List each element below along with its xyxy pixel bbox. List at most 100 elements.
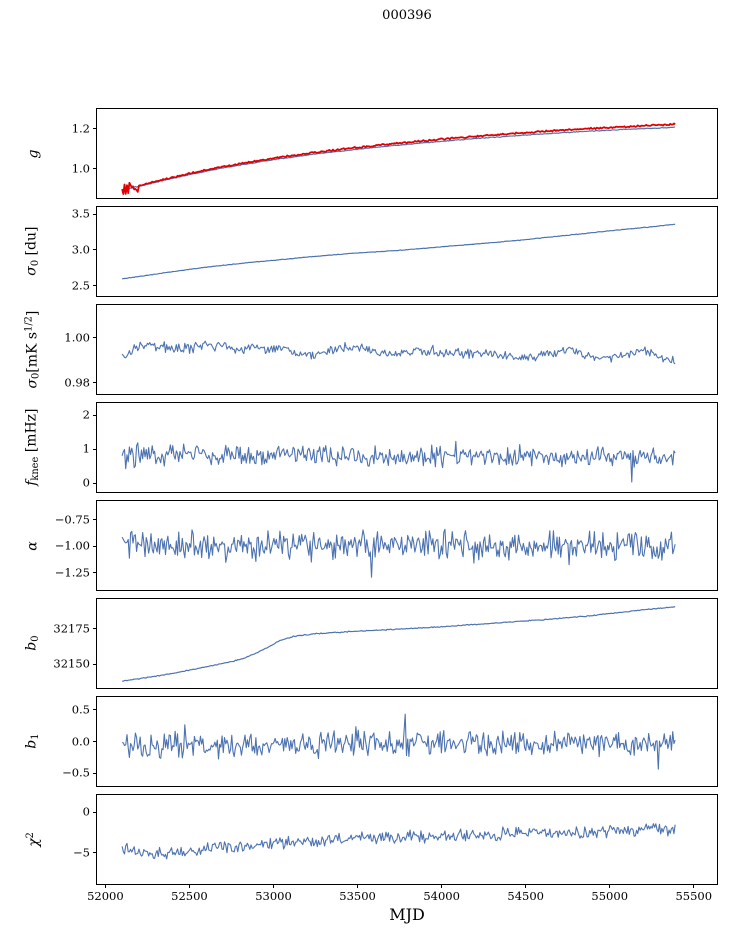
y-tick-label: 32175 [53,621,90,636]
y-axis-label-part: [du] [23,226,40,261]
panel-g: 1.0 1.2 g [25,108,718,199]
x-tick-label: 52000 [87,889,124,903]
y-tick-label: 1.2 [71,120,90,135]
y-axis-label-alpha: α [21,501,45,590]
y-tick-label: −1.00 [54,538,90,553]
y-tick [93,168,97,170]
series-alpha [121,528,676,578]
y-tick-label: 2 [82,407,90,422]
y-tick-label: −0.75 [54,511,90,526]
y-tick-label: 0 [82,475,90,490]
y-tick [93,628,97,630]
y-tick [93,213,97,215]
y-axis-label-part: b [23,642,40,652]
panel-b0: 32150 32175 b0 [24,598,718,689]
y-tick [93,811,97,813]
y-axis-label-part: σ [23,266,40,277]
y-axis-label-chi2: χ2 [21,795,45,884]
y-tick [93,382,97,384]
y-tick [93,772,97,774]
y-axis-label-part: 0 [30,635,42,643]
y-axis-label-part: f [23,480,40,487]
y-axis-label-part: g [25,149,41,158]
y-axis-label-b1: b1 [21,697,45,786]
y-tick [93,337,97,339]
y-axis-label-fknee: fknee [mHz] [21,403,45,492]
series-sigma0-du [121,223,676,280]
x-tick [609,884,611,888]
panel-chi2-plot [121,823,676,860]
y-axis-label-part: σ [24,378,41,389]
y-tick-label: 0 [82,804,90,819]
panel-b0-plot [122,605,676,682]
y-tick-label: 32150 [53,656,90,671]
y-axis-label-part: 1/2 [23,316,35,332]
y-tick-label: 2.5 [71,278,90,293]
panel-b1-plot [122,713,676,770]
y-tick-label: 1.00 [64,329,90,344]
y-axis-label-part: 0 [30,260,42,267]
y-axis-label-sigma0-mk: σ0[mK s1/2] [21,305,45,394]
y-tick [93,709,97,711]
x-tick-label: 53500 [339,889,376,903]
y-axis-label-part: [mK s [24,331,41,373]
y-tick-label: 0.5 [71,701,90,716]
x-tick-label: 54000 [423,889,460,903]
y-tick [93,482,97,484]
series-fknee [121,440,676,483]
x-tick [104,884,106,888]
y-axis-label-part: ] [24,310,41,317]
y-tick-label: 1.0 [71,161,90,176]
y-tick [93,448,97,450]
panel-chi2: −5 0 χ2 52000 52500 53000 53500 54000 54500 55000… [25,794,718,902]
panel-sigma0-du: 2.5 3.0 3.5 σ0 [du] [24,206,718,297]
y-axis-label-b0: b0 [21,599,45,688]
x-tick-label: 53000 [255,889,292,903]
y-axis-label-part: α [25,540,41,551]
series-g-smooth [121,126,676,192]
y-tick [93,572,97,574]
y-axis-label-part: χ [25,838,42,847]
y-tick-label: 3.5 [71,206,90,221]
y-tick [93,519,97,521]
panel-sigma0-mk-plot [121,340,676,365]
panel-alpha: −1.25 −1.00 −0.75 α [25,500,718,591]
x-tick [273,884,274,888]
panel-fknee-plot [121,440,676,483]
y-tick [93,285,97,287]
panel-g-plot [121,122,676,195]
x-tick [525,884,527,888]
series-b1 [122,713,676,770]
series-sigma0-mk [121,340,676,365]
y-tick-label: 0.0 [71,733,90,748]
panel-sigma0-du-plot [121,223,676,280]
x-tick-label: 54500 [507,889,544,903]
y-tick [93,414,97,416]
x-tick [441,884,443,888]
y-tick-label: −1.25 [54,565,90,580]
y-tick-label: −0.5 [62,765,90,780]
series-b0 [122,605,676,682]
y-axis-label-part: knee [30,457,42,481]
y-axis-label-part: 2 [24,832,36,839]
x-tick-label: 52500 [171,889,208,903]
x-tick [188,884,190,888]
y-tick-label: 0.98 [64,374,90,389]
x-axis-label: MJD [389,905,425,924]
y-tick [93,128,97,130]
y-axis-label-part: 1 [30,733,42,741]
x-tick-label: 55000 [591,889,629,903]
y-tick [93,663,97,665]
x-tick [357,884,359,888]
y-axis-label-sigma0-du: σ0 [du] [21,207,45,296]
y-axis-label-part: 0 [30,372,42,379]
series-chi2 [121,823,676,860]
y-tick-label: 1 [82,441,90,456]
chart-title: 000396 [382,8,432,23]
y-tick [93,852,97,854]
y-tick-label: −5 [73,844,90,859]
y-tick [93,741,97,743]
x-tick [693,884,695,888]
series-g-measured [121,122,676,195]
